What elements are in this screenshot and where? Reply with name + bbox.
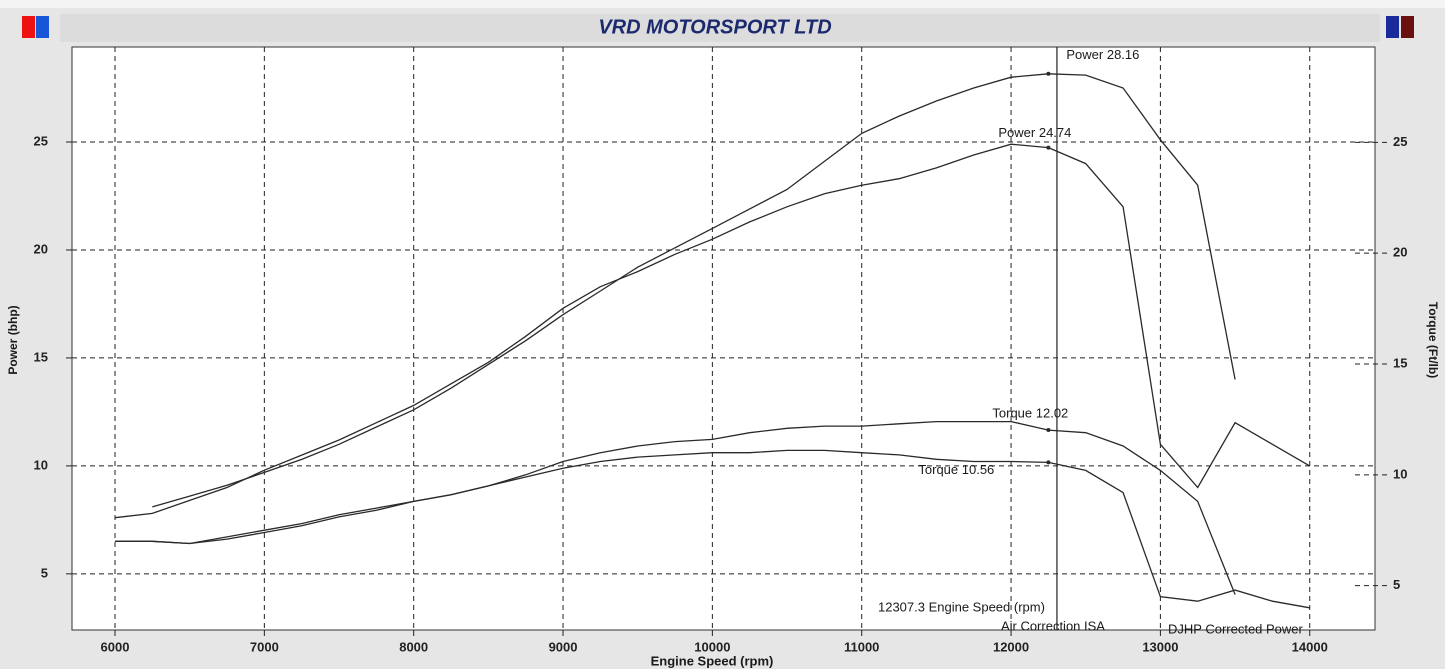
- x-tick-label: 9000: [549, 639, 578, 654]
- y-tick-label: 25: [34, 133, 48, 148]
- swatch: [36, 16, 49, 38]
- y-tick-label: 15: [34, 349, 48, 364]
- y2-tick-label: 25: [1393, 134, 1407, 149]
- x-tick-label: 8000: [399, 639, 428, 654]
- y-axis-title: Power (bhp): [6, 305, 20, 374]
- cursor-label: 12307.3 Engine Speed (rpm): [878, 599, 1045, 614]
- series-line: [115, 449, 1310, 609]
- series-label: Power 24.74: [998, 125, 1071, 140]
- plot-area: [71, 46, 1376, 631]
- y-tick-label: 20: [34, 241, 48, 256]
- swatch: [1386, 16, 1399, 38]
- swatch: [1401, 16, 1414, 38]
- y2-tick-label: 5: [1393, 577, 1400, 592]
- cursor-point: [1046, 428, 1051, 433]
- x-tick-label: 6000: [101, 639, 130, 654]
- y2-tick-label: 15: [1393, 355, 1407, 370]
- cursor-point: [1046, 71, 1051, 76]
- x-tick-label: 12000: [993, 639, 1029, 654]
- x-tick-label: 13000: [1142, 639, 1178, 654]
- series-label: Power 28.16: [1066, 47, 1139, 62]
- x-axis-title: Engine Speed (rpm): [651, 653, 774, 668]
- series-label: Torque 10.56: [918, 462, 994, 477]
- note: DJHP Corrected Power: [1168, 621, 1304, 636]
- y-tick-label: 10: [34, 457, 48, 472]
- cursor-point: [1046, 460, 1051, 465]
- y-tick-label: 5: [41, 565, 48, 580]
- x-tick-label: 14000: [1292, 639, 1328, 654]
- cursor-point: [1046, 145, 1051, 150]
- note: Air Correction ISA: [1001, 618, 1105, 633]
- series-line: [152, 73, 1236, 508]
- swatch: [22, 16, 35, 38]
- series-label: Torque 12.02: [992, 405, 1068, 420]
- x-tick-label: 7000: [250, 639, 279, 654]
- toolbar-strip: [0, 0, 1445, 8]
- chart-title: VRD MOTORSPORT LTD: [598, 16, 831, 38]
- x-tick-label: 10000: [694, 639, 730, 654]
- y2-axis-title: Torque (Ft/lb): [1426, 302, 1440, 378]
- x-tick-label: 11000: [844, 639, 879, 654]
- title-bar: [60, 14, 1380, 42]
- series-line: [114, 143, 1311, 519]
- y2-tick-label: 10: [1393, 466, 1407, 481]
- y2-tick-label: 20: [1393, 245, 1407, 260]
